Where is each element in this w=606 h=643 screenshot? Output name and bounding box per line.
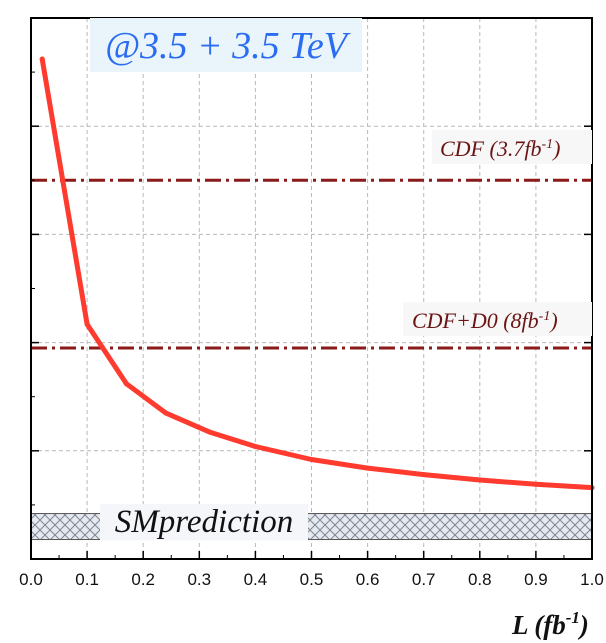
series-point (123, 381, 129, 387)
x-axis-title-sup: -1 (566, 608, 580, 627)
x-tick-label: 0.0 (19, 570, 43, 589)
x-tick-label: 1.0 (580, 570, 604, 589)
series-group (39, 56, 595, 491)
x-tick-label: 0.9 (524, 570, 548, 589)
x-tick-label: 0.2 (131, 570, 155, 589)
cdf-label-box (432, 130, 592, 164)
axes-group: 0.0 0.1 0.2 0.3 0.4 0.5 0.6 0.7 0.8 0.9 1.0 (19, 17, 604, 589)
series-point (208, 429, 214, 435)
sm-prediction-label: SMprediction (115, 504, 293, 540)
series-point (365, 465, 371, 471)
plot-frame (30, 17, 593, 560)
x-axis-title-close: ) (577, 610, 589, 640)
x-tick-label: 0.4 (244, 570, 268, 589)
grid-lines (31, 18, 592, 559)
series-line (39, 56, 595, 491)
x-tick-label: 0.7 (412, 570, 436, 589)
x-tick-label: 0.5 (300, 570, 324, 589)
cdf-label: CDF (3.7fb-1) (440, 136, 560, 161)
cdf-label-sup: -1 (541, 137, 553, 152)
series-point (309, 456, 314, 462)
cdf-label-close: ) (551, 136, 560, 161)
x-tick-label: 0.8 (468, 570, 492, 589)
sm-label-box (100, 504, 308, 540)
series-point (163, 410, 169, 416)
reference-lines-group (31, 178, 592, 350)
x-tick-label: 0.3 (187, 570, 211, 589)
cdf-d0-label-close: ) (548, 308, 557, 333)
x-tick-label: 0.1 (75, 570, 99, 589)
cdf-label-main: CDF (3.7fb (440, 136, 541, 161)
cdf-d0-label-sup: -1 (539, 309, 551, 324)
x-axis-title-main: L (fb (511, 610, 566, 640)
title-box (90, 18, 362, 72)
x-axis-title: L (fb-1) (511, 608, 589, 640)
cdf-d0-label-box (403, 302, 592, 336)
series-point (84, 321, 90, 327)
series-point (252, 443, 258, 449)
series-point (477, 477, 483, 483)
cdf-d0-label-main: CDF+D0 (8fb (412, 308, 539, 333)
cdf-d0-label: CDF+D0 (8fb-1) (412, 308, 558, 333)
series-point (533, 481, 539, 487)
series-point (39, 56, 45, 62)
series-point (421, 472, 427, 478)
chart-title: @3.5 + 3.5 TeV (105, 25, 351, 67)
x-tick-label: 0.6 (356, 570, 380, 589)
